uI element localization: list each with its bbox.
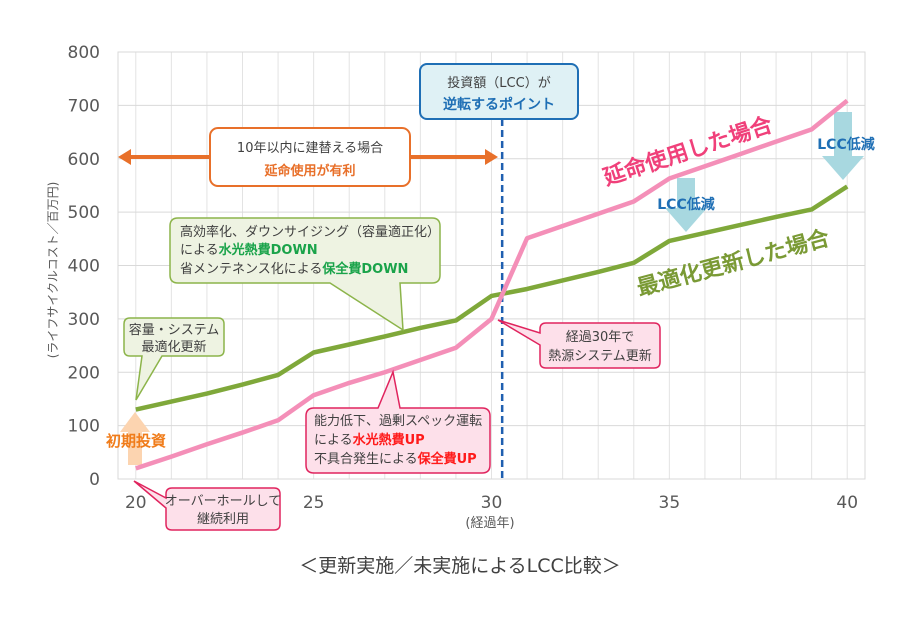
pink-mid-line2b: 水光熱費UP xyxy=(353,432,425,448)
y-tick-label: 100 xyxy=(68,417,100,437)
pink-bottom-line2: 継続利用 xyxy=(197,512,249,527)
crossover-line2: 逆転するポイント xyxy=(443,96,555,113)
svg-text:省メンテネンス化による保全費DOWN: 省メンテネンス化による保全費DOWN xyxy=(180,261,408,277)
svg-text:による水光熱費DOWN: による水光熱費DOWN xyxy=(180,242,318,258)
green-big-line1: 高効率化、ダウンサイジング（容量適正化） xyxy=(180,224,440,240)
y-tick-label: 300 xyxy=(68,310,100,330)
y-tick-label: 200 xyxy=(68,363,100,383)
svg-text:による水光熱費UP: による水光熱費UP xyxy=(314,432,425,448)
rebuild-callout: 10年以内に建替える場合 延命使用が有利 xyxy=(209,127,411,187)
legend-optimize-label: 最適化更新した場合 xyxy=(634,225,833,302)
pink-degradation-callout: 能力低下、過剰スペック運転 による水光熱費UP 不具合発生による保全費UP xyxy=(305,369,491,474)
y-axis-label: (ライフサイクルコスト／百万円) xyxy=(46,182,60,359)
green-system-callout: 容量・システム 最適化更新 xyxy=(123,317,225,401)
x-tick-label: 40 xyxy=(836,493,858,513)
y-tick-label: 700 xyxy=(68,96,100,116)
chart-title: ＜更新実施／未実施によるLCC比較＞ xyxy=(299,555,621,577)
y-tick-label: 0 xyxy=(89,470,100,490)
green-small-line2: 最適化更新 xyxy=(141,339,206,355)
pink-renewal-callout: 経過30年で 熱源システム更新 xyxy=(497,319,661,369)
lcc-down-arrow-2: LCC低減 xyxy=(817,112,875,180)
y-tick-label: 800 xyxy=(68,43,100,63)
initial-investment-label: 初期投資 xyxy=(106,432,166,450)
x-tick-label: 35 xyxy=(659,493,681,513)
green-small-line1: 容量・システム xyxy=(129,322,220,338)
initial-investment-arrow: 初期投資 xyxy=(106,412,166,465)
pink-right-line2: 熱源システム更新 xyxy=(548,348,652,364)
y-tick-label: 600 xyxy=(68,150,100,170)
rebuild-line1: 10年以内に建替える場合 xyxy=(237,140,383,156)
pink-mid-line2a: による xyxy=(314,433,353,448)
x-tick-label: 25 xyxy=(303,493,325,513)
crossover-callout: 投資額（LCC）が 逆転するポイント xyxy=(419,63,579,120)
pink-overhaul-callout: オーバーホールして 継続利用 xyxy=(133,480,281,531)
series-line-extend xyxy=(135,98,849,471)
y-tick-label: 500 xyxy=(68,203,100,223)
pink-right-line1: 経過30年で xyxy=(566,330,635,345)
svg-text:不具合発生による保全費UP: 不具合発生による保全費UP xyxy=(314,451,477,467)
pink-bottom-line1: オーバーホールして xyxy=(165,494,281,509)
pink-mid-line3b: 保全費UP xyxy=(417,451,477,467)
green-big-line3b: 保全費DOWN xyxy=(321,261,408,277)
lcc-down-label-1: LCC低減 xyxy=(657,196,714,213)
series-lines xyxy=(135,98,849,471)
series-line-optimize xyxy=(135,184,849,412)
pink-mid-line1: 能力低下、過剰スペック運転 xyxy=(314,414,482,429)
x-axis-ticks: 20 25 30 35 40 xyxy=(125,493,858,513)
lcc-down-label-2: LCC低減 xyxy=(817,136,874,153)
green-big-line2a: による xyxy=(180,243,219,258)
y-axis-ticks: 0 100 200 300 400 500 600 700 800 xyxy=(68,43,100,490)
green-big-line2b: 水光熱費DOWN xyxy=(219,242,318,258)
x-axis-label: (経過年) xyxy=(465,516,514,531)
x-tick-label: 20 xyxy=(125,493,147,513)
green-big-line3a: 省メンテネンス化による xyxy=(180,262,322,277)
crossover-line1: 投資額（LCC）が xyxy=(447,75,550,91)
green-efficiency-callout: 高効率化、ダウンサイジング（容量適正化） による水光熱費DOWN 省メンテネンス… xyxy=(169,217,441,332)
y-tick-label: 400 xyxy=(68,257,100,277)
x-tick-label: 30 xyxy=(481,493,503,513)
pink-mid-line3a: 不具合発生による xyxy=(314,452,418,467)
rebuild-line2: 延命使用が有利 xyxy=(263,163,355,179)
lcc-down-arrow-1: LCC低減 xyxy=(657,178,715,232)
